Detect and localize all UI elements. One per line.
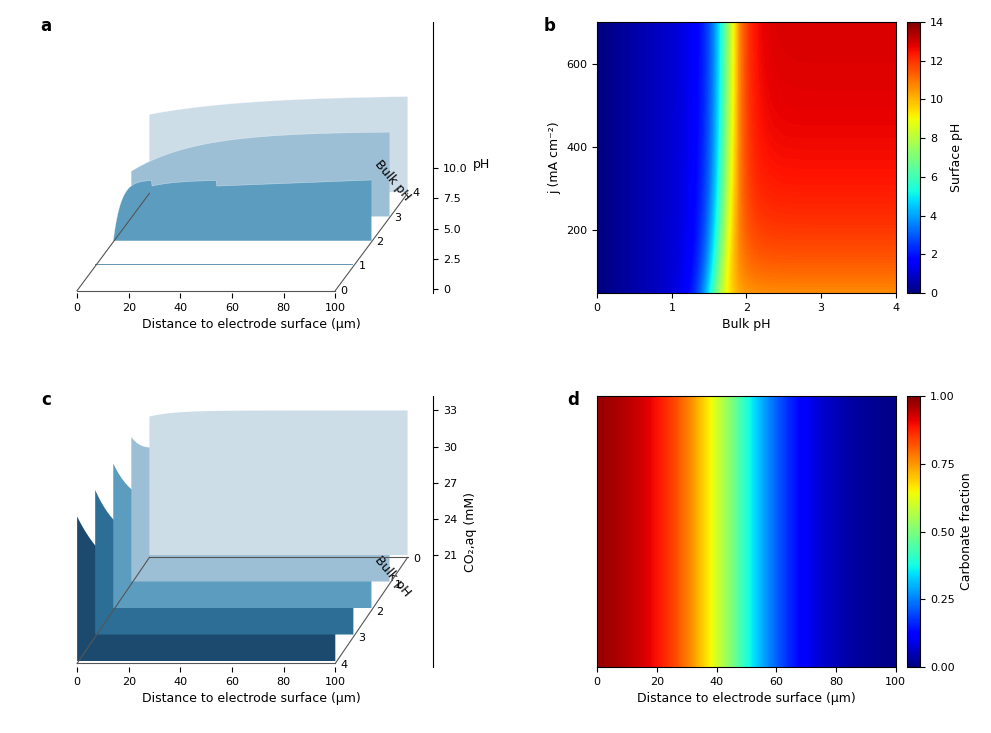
- Text: 1: 1: [359, 261, 366, 271]
- Text: 3: 3: [394, 213, 401, 223]
- Text: 1: 1: [394, 580, 401, 590]
- Polygon shape: [113, 463, 372, 608]
- Text: 2: 2: [377, 607, 384, 616]
- Polygon shape: [132, 437, 389, 581]
- Text: 4: 4: [341, 660, 348, 670]
- Text: 0: 0: [413, 553, 420, 564]
- Polygon shape: [150, 410, 407, 555]
- X-axis label: Distance to electrode surface (μm): Distance to electrode surface (μm): [142, 318, 361, 331]
- Y-axis label: j (mA cm⁻²): j (mA cm⁻²): [548, 121, 561, 194]
- Text: 2: 2: [377, 237, 384, 247]
- Text: Bulk pH: Bulk pH: [372, 158, 412, 203]
- Y-axis label: Carbonate fraction: Carbonate fraction: [960, 473, 973, 590]
- Polygon shape: [132, 132, 389, 216]
- Polygon shape: [150, 97, 407, 192]
- Text: 4: 4: [413, 188, 420, 199]
- Text: 3: 3: [359, 633, 366, 643]
- Text: b: b: [543, 17, 555, 34]
- Y-axis label: Surface pH: Surface pH: [949, 123, 962, 192]
- Text: Bulk pH: Bulk pH: [372, 554, 412, 600]
- Polygon shape: [95, 490, 354, 635]
- Polygon shape: [113, 180, 372, 240]
- Text: c: c: [42, 391, 52, 408]
- Text: 0: 0: [341, 286, 348, 295]
- Text: d: d: [568, 391, 580, 408]
- X-axis label: Distance to electrode surface (μm): Distance to electrode surface (μm): [637, 692, 856, 705]
- Text: a: a: [40, 17, 52, 34]
- Y-axis label: pH: pH: [473, 158, 491, 171]
- X-axis label: Distance to electrode surface (μm): Distance to electrode surface (μm): [142, 692, 361, 705]
- Polygon shape: [77, 517, 335, 661]
- X-axis label: Bulk pH: Bulk pH: [722, 318, 771, 331]
- Y-axis label: CO₂,aq (mM): CO₂,aq (mM): [465, 492, 478, 572]
